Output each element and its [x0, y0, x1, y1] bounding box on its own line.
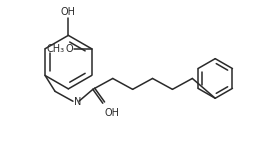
Text: N: N	[74, 97, 81, 107]
Text: CH₃: CH₃	[47, 44, 65, 54]
Text: OH: OH	[105, 108, 120, 118]
Text: O: O	[65, 44, 73, 54]
Text: OH: OH	[61, 7, 76, 17]
